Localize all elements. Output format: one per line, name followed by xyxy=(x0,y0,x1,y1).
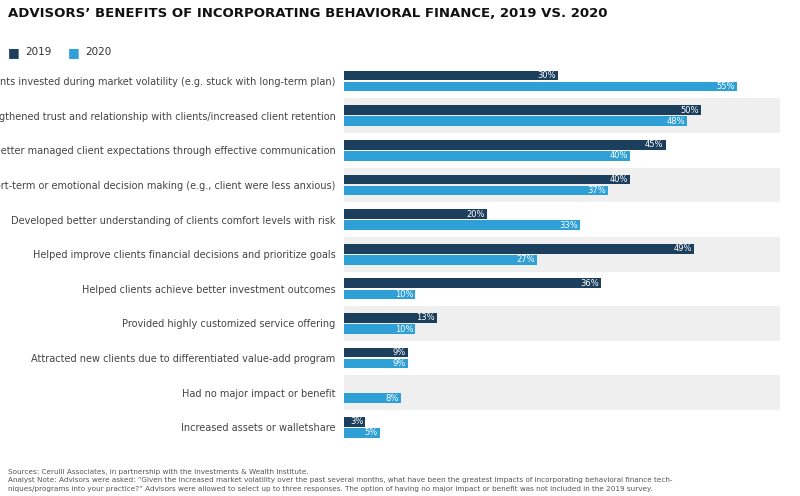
Text: 9%: 9% xyxy=(393,348,406,357)
Bar xyxy=(344,428,380,438)
Text: 33%: 33% xyxy=(559,221,578,230)
Text: 3%: 3% xyxy=(350,417,363,427)
Bar xyxy=(344,220,580,230)
Bar xyxy=(344,168,780,202)
Bar xyxy=(344,375,780,410)
Bar xyxy=(344,186,609,195)
Bar xyxy=(344,290,415,299)
Text: 36%: 36% xyxy=(581,279,599,288)
Bar xyxy=(344,417,366,427)
Bar xyxy=(344,324,415,334)
Text: 13%: 13% xyxy=(416,313,434,322)
Bar xyxy=(344,244,694,253)
Text: 27%: 27% xyxy=(516,255,535,264)
Text: 20%: 20% xyxy=(466,209,485,219)
Text: 37%: 37% xyxy=(587,186,606,195)
Bar xyxy=(344,140,666,150)
Text: 40%: 40% xyxy=(610,151,628,160)
Bar xyxy=(344,237,780,271)
Bar xyxy=(344,209,487,219)
Bar xyxy=(344,98,780,133)
Bar xyxy=(344,278,602,288)
Text: 49%: 49% xyxy=(674,244,692,253)
Text: ■: ■ xyxy=(68,46,80,59)
Bar xyxy=(344,348,408,358)
Text: ■: ■ xyxy=(8,46,20,59)
Text: ADVISORS’ BENEFITS OF INCORPORATING BEHAVIORAL FINANCE, 2019 VS. 2020: ADVISORS’ BENEFITS OF INCORPORATING BEHA… xyxy=(8,7,607,20)
Bar xyxy=(344,70,558,80)
Text: 10%: 10% xyxy=(395,290,414,299)
Text: 45%: 45% xyxy=(645,140,663,149)
Text: niques/programs into your practice?” Advisors were allowed to select up to three: niques/programs into your practice?” Adv… xyxy=(8,486,653,492)
Text: 30%: 30% xyxy=(538,71,556,80)
Bar xyxy=(344,306,780,341)
Text: 9%: 9% xyxy=(393,359,406,368)
Bar xyxy=(344,175,630,184)
Text: Sources: Cerulli Associates, in partnership with the Investments & Wealth Instit: Sources: Cerulli Associates, in partners… xyxy=(8,469,309,475)
Text: Analyst Note: Advisors were asked: “Given the increased market volatility over t: Analyst Note: Advisors were asked: “Give… xyxy=(8,477,673,483)
Text: 55%: 55% xyxy=(717,82,735,91)
Text: 50%: 50% xyxy=(681,106,699,115)
Bar xyxy=(344,151,630,161)
Bar xyxy=(344,82,737,91)
Text: 2020: 2020 xyxy=(86,47,112,57)
Text: 5%: 5% xyxy=(364,429,378,437)
Bar xyxy=(344,359,408,369)
Text: 2019: 2019 xyxy=(26,47,52,57)
Text: 10%: 10% xyxy=(395,324,414,333)
Bar xyxy=(344,313,437,323)
Bar xyxy=(344,255,537,264)
Bar xyxy=(344,393,401,403)
Text: 40%: 40% xyxy=(610,175,628,184)
Bar xyxy=(344,105,702,115)
Text: 48%: 48% xyxy=(666,117,685,125)
Bar xyxy=(344,117,687,126)
Text: 8%: 8% xyxy=(386,394,399,403)
